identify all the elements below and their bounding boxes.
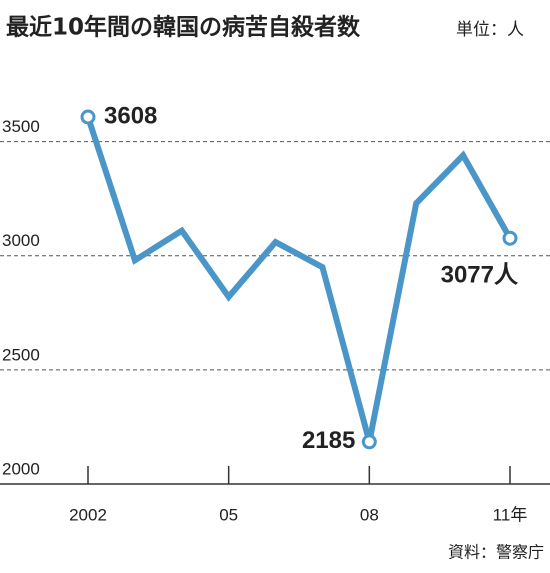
data-label: 3077人: [441, 262, 518, 289]
unit-label: 単位：人: [456, 20, 524, 40]
data-label: 3608: [104, 102, 157, 129]
x-tick-label: 11年: [493, 505, 528, 524]
y-tick-label: 3500: [2, 117, 40, 136]
x-tick-label: 2002: [69, 505, 107, 524]
data-line: [85, 116, 513, 443]
y-tick-label: 3000: [2, 231, 40, 250]
y-tick-label: 2000: [2, 459, 40, 478]
source: 資料：警察庁: [448, 543, 544, 562]
point-marker: [80, 109, 96, 125]
x-tick-label: 05: [219, 505, 238, 524]
chart-title: 最近10年間の韓国の病苦自殺者数: [6, 14, 361, 41]
data-label: 2185: [302, 427, 355, 454]
y-tick-label: 2500: [2, 345, 40, 364]
point-marker: [502, 230, 518, 246]
x-tick-label: 08: [360, 505, 379, 524]
point-marker: [361, 434, 377, 450]
